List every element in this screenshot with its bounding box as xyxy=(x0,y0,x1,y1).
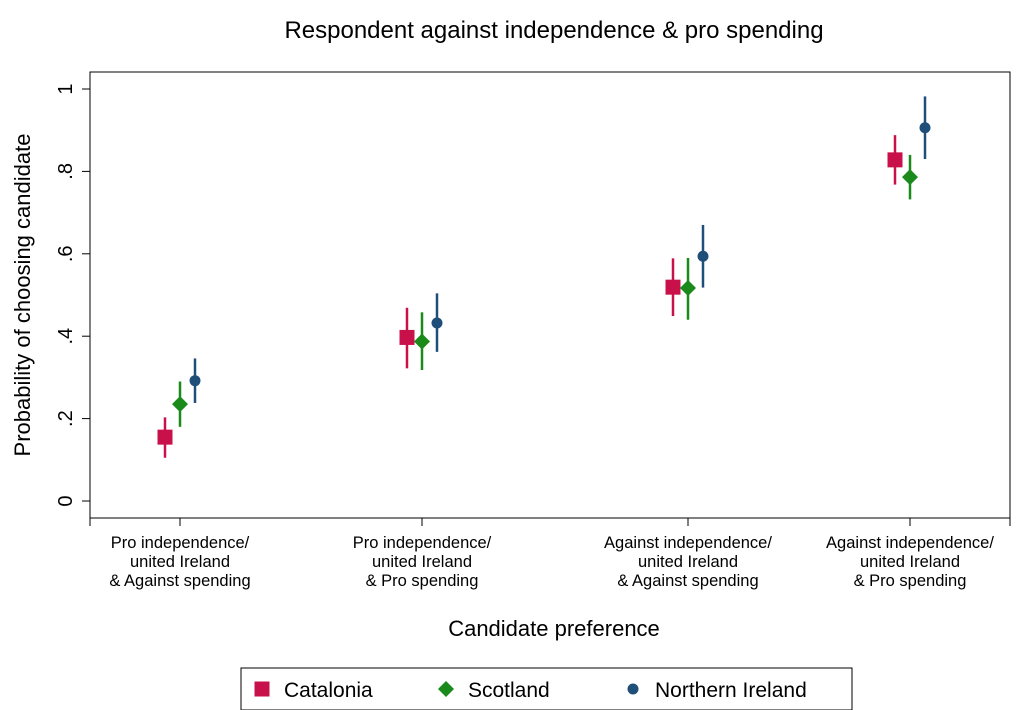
x-tick-label-line: Pro independence/ xyxy=(111,534,250,552)
x-tick-label-line: Against independence/ xyxy=(604,534,772,552)
chart-title: Respondent against independence & pro sp… xyxy=(284,17,823,44)
x-axis-title: Candidate preference xyxy=(448,616,660,641)
series-northern-ireland xyxy=(189,96,931,403)
x-tick-label-line: united Ireland xyxy=(130,553,230,571)
x-tick-label: Against independence/united Ireland & Aga… xyxy=(604,534,772,590)
x-tick-label-line: united Ireland xyxy=(860,553,960,571)
y-tick-label: 0 xyxy=(55,495,77,506)
y-tick-label: .4 xyxy=(55,328,77,345)
legend-marker xyxy=(438,681,454,697)
series-catalonia xyxy=(157,135,903,458)
data-point xyxy=(902,169,918,186)
data-point xyxy=(157,429,173,445)
series-scotland xyxy=(172,154,918,427)
data-point xyxy=(665,279,681,295)
data-point xyxy=(680,279,696,296)
data-point xyxy=(172,396,188,413)
data-point xyxy=(919,122,931,134)
legend-label: Scotland xyxy=(468,679,550,702)
x-tick-label-line: united Ireland xyxy=(638,553,738,571)
x-tick-label-line: & Pro spending xyxy=(854,572,967,590)
x-tick-label: Pro independence/united Ireland & Pro spe… xyxy=(353,534,492,590)
x-tick-label-line: Against independence/ xyxy=(826,534,994,552)
x-tick-label-line: united Ireland xyxy=(372,553,472,571)
data-point xyxy=(414,333,430,350)
y-tick-label: .6 xyxy=(55,245,77,262)
x-tick-label-line: & Against spending xyxy=(109,572,250,590)
x-tick-label-line: Pro independence/ xyxy=(353,534,492,552)
data-point xyxy=(399,329,415,345)
x-tick-label-line: & Pro spending xyxy=(366,572,479,590)
data-marks xyxy=(157,96,931,458)
plot-frame xyxy=(89,71,1011,519)
y-axis: 0 .2 .4 .6 .8 1 xyxy=(55,83,90,507)
data-point xyxy=(189,375,201,387)
legend-marker xyxy=(254,681,270,697)
y-tick-label: .8 xyxy=(55,163,77,180)
data-point xyxy=(697,250,709,262)
legend: Catalonia Scotland Northern Ireland xyxy=(240,667,853,710)
y-tick-label: .2 xyxy=(55,410,77,427)
x-axis: Pro independence/united Ireland & Against… xyxy=(89,518,1011,590)
x-tick-label: Pro independence/united Ireland & Against… xyxy=(109,534,250,590)
legend-marker xyxy=(627,683,639,695)
data-point xyxy=(887,152,903,168)
x-tick-label: Against independence/united Ireland & Pro… xyxy=(826,534,994,590)
y-tick-label: 1 xyxy=(55,83,77,94)
legend-box xyxy=(240,667,853,710)
x-tick-label-line: & Against spending xyxy=(617,572,758,590)
legend-label: Catalonia xyxy=(284,679,373,702)
y-axis-title: Probability of choosing candidate xyxy=(10,134,35,457)
data-point xyxy=(431,317,443,329)
legend-label: Northern Ireland xyxy=(655,679,807,702)
